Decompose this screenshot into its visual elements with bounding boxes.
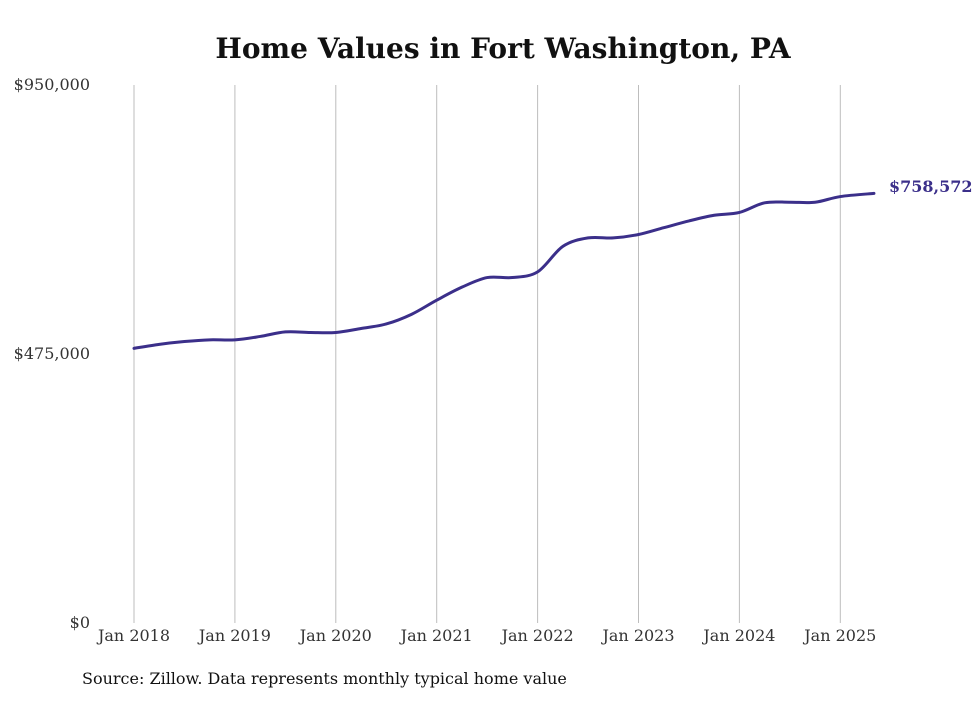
x-tick-label-2: Jan 2020 — [298, 626, 372, 645]
end-value-label: $758,572 — [889, 177, 973, 196]
x-tick-label-4: Jan 2022 — [500, 626, 574, 645]
grid-lines — [133, 85, 841, 623]
y-tick-label-2: $950,000 — [14, 75, 90, 94]
series-layer — [132, 191, 876, 350]
chart-title: Home Values in Fort Washington, PA — [215, 32, 791, 65]
y-tick-label-1: $475,000 — [14, 344, 90, 363]
x-tick-label-0: Jan 2018 — [96, 626, 170, 645]
series-line-0 — [132, 191, 876, 350]
x-tick-label-3: Jan 2021 — [399, 626, 473, 645]
y-tick-label-0: $0 — [70, 613, 90, 632]
source-note: Source: Zillow. Data represents monthly … — [82, 669, 567, 688]
x-tick-label-6: Jan 2024 — [701, 626, 775, 645]
x-tick-label-7: Jan 2025 — [802, 626, 876, 645]
y-axis-ticks: $0 $475,000 $950,000 — [14, 75, 90, 632]
x-tick-label-5: Jan 2023 — [600, 626, 674, 645]
x-axis-ticks: Jan 2018 Jan 2019 Jan 2020 Jan 2021 Jan 2022… — [96, 626, 876, 645]
x-tick-label-1: Jan 2019 — [197, 626, 271, 645]
